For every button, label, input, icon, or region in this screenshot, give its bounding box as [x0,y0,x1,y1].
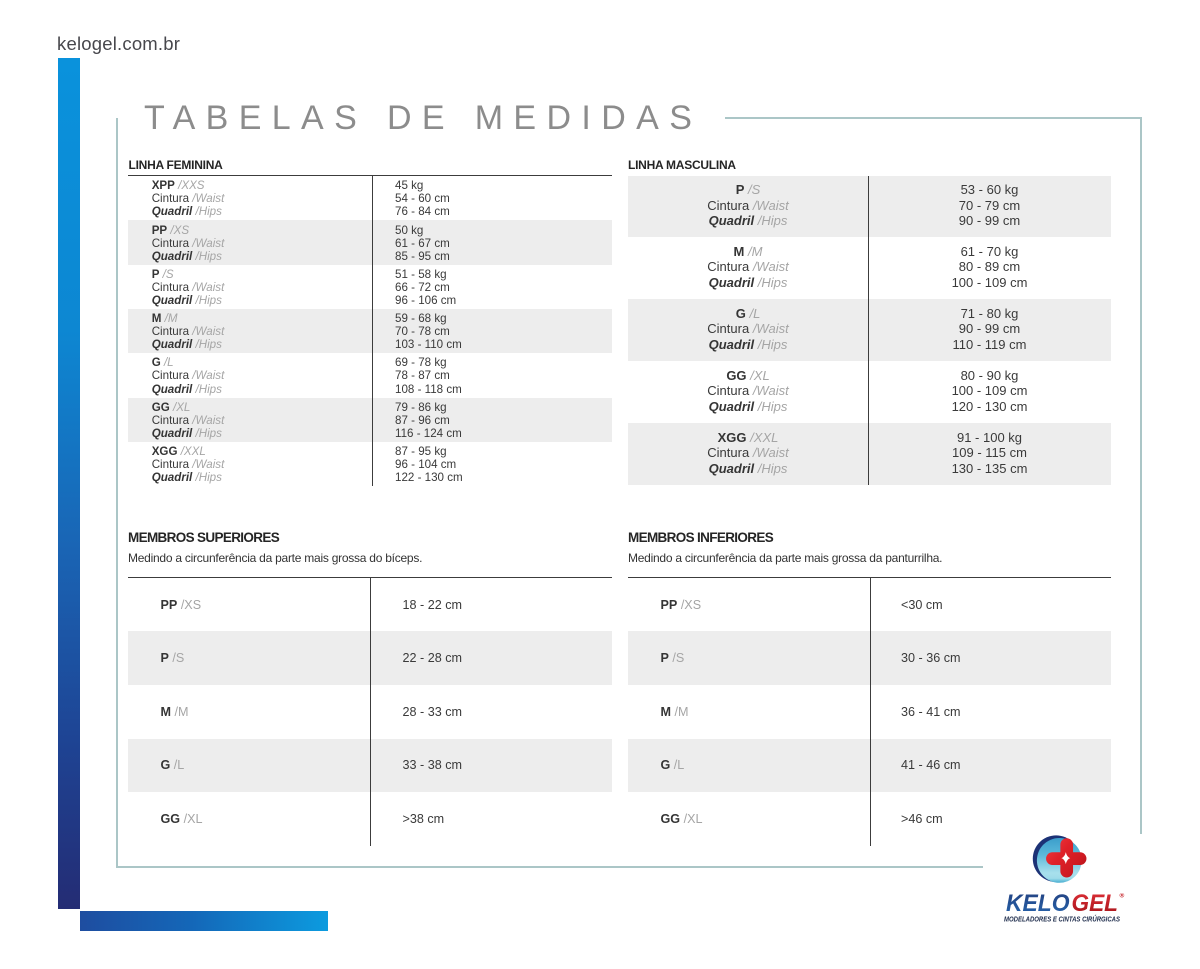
svg-text:KELO: KELO [1006,890,1070,917]
svg-text:MODELADORES E CINTAS CIRÚRGICA: MODELADORES E CINTAS CIRÚRGICAS [1004,915,1120,924]
svg-text:GEL: GEL [1072,890,1119,917]
svg-text:®: ® [1120,892,1125,900]
